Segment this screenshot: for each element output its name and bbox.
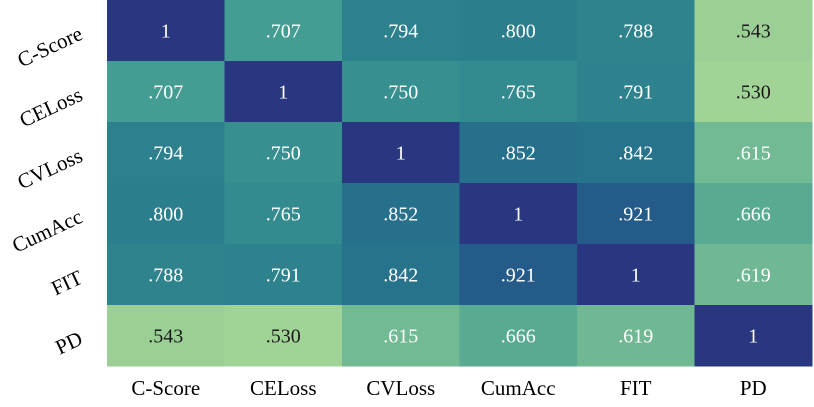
cell-value-label: .666 xyxy=(736,204,771,226)
heatmap-cell-FIT-CVLoss xyxy=(342,244,460,306)
y-tick-label: CumAcc xyxy=(8,204,86,257)
heatmap-cell-FIT-FIT xyxy=(577,244,695,306)
cell-value-label: .921 xyxy=(618,204,653,226)
cell-value-label: .707 xyxy=(266,21,301,43)
heatmap-cell-labels: 1 .707 .794 .800 .788 .543 .707 1 .750 .765 .791 .5… xyxy=(148,21,771,348)
heatmap-cell-CVLoss-PD xyxy=(694,122,813,184)
heatmap-cell-PD-CumAcc xyxy=(459,305,578,367)
heatmap-cells xyxy=(107,0,813,367)
cell-value-label: .530 xyxy=(266,326,301,348)
heatmap-cell-CVLoss-CVLoss xyxy=(342,122,460,184)
cell-value-label: .765 xyxy=(266,204,301,226)
heatmap-cell-PD-CVLoss xyxy=(342,305,460,367)
cell-value-label: .794 xyxy=(148,143,183,165)
heatmap-cell-FIT-C-Score xyxy=(107,244,225,306)
cell-value-label: .707 xyxy=(148,82,183,104)
cell-value-label: .543 xyxy=(148,326,183,348)
x-tick-label: FIT xyxy=(620,376,652,400)
heatmap-cell-CumAcc-CVLoss xyxy=(342,183,460,245)
cell-value-label: 1 xyxy=(513,204,523,226)
cell-value-label: 1 xyxy=(748,326,758,348)
y-tick-label: PD xyxy=(52,326,86,359)
cell-value-label: .800 xyxy=(148,204,183,226)
cell-value-label: .750 xyxy=(266,143,301,165)
x-tick-label: CumAcc xyxy=(481,376,556,400)
cell-value-label: .921 xyxy=(501,265,536,287)
cell-value-label: .765 xyxy=(501,82,536,104)
cell-value-label: .543 xyxy=(736,21,771,43)
heatmap-cell-CELoss-CVLoss xyxy=(342,61,460,123)
heatmap-cell-C-Score-FIT xyxy=(577,0,695,62)
cell-value-label: .842 xyxy=(618,143,653,165)
heatmap-cell-C-Score-C-Score xyxy=(107,0,225,62)
cell-value-label: 1 xyxy=(161,21,171,43)
cell-value-label: .666 xyxy=(501,326,536,348)
cell-value-label: .788 xyxy=(148,265,183,287)
cell-value-label: 1 xyxy=(631,265,641,287)
y-tick-label: CVLoss xyxy=(14,143,87,194)
cell-value-label: .750 xyxy=(383,82,418,104)
y-axis-tick-labels: C-Score CELoss CVLoss CumAcc FIT PD xyxy=(8,21,86,359)
heatmap-cell-CumAcc-C-Score xyxy=(107,183,225,245)
heatmap-cell-C-Score-CVLoss xyxy=(342,0,460,62)
heatmap-cell-PD-CELoss xyxy=(224,305,343,367)
heatmap-cell-CELoss-FIT xyxy=(577,61,695,123)
heatmap-cell-PD-PD xyxy=(694,305,813,367)
y-tick-label: CELoss xyxy=(16,82,86,132)
heatmap-cell-PD-FIT xyxy=(577,305,695,367)
heatmap-cell-CVLoss-FIT xyxy=(577,122,695,184)
heatmap-cell-PD-C-Score xyxy=(107,305,225,367)
cell-value-label: .852 xyxy=(383,204,418,226)
cell-value-label: .791 xyxy=(266,265,301,287)
heatmap-cell-CVLoss-CELoss xyxy=(224,122,343,184)
heatmap-cell-CELoss-CumAcc xyxy=(459,61,578,123)
heatmap-cell-CumAcc-CELoss xyxy=(224,183,343,245)
cell-value-label: .794 xyxy=(383,21,418,43)
cell-value-label: .800 xyxy=(501,21,536,43)
heatmap-cell-C-Score-CumAcc xyxy=(459,0,578,62)
cell-value-label: .788 xyxy=(618,21,653,43)
cell-value-label: .615 xyxy=(383,326,418,348)
cell-value-label: .852 xyxy=(501,143,536,165)
heatmap-cell-CELoss-CELoss xyxy=(224,61,343,123)
cell-value-label: 1 xyxy=(396,143,406,165)
x-tick-label: CELoss xyxy=(250,376,317,400)
cell-value-label: .842 xyxy=(383,265,418,287)
cell-value-label: .791 xyxy=(618,82,653,104)
y-tick-label: C-Score xyxy=(14,21,87,72)
heatmap-cell-C-Score-PD xyxy=(694,0,813,62)
y-tick-label: FIT xyxy=(47,265,86,300)
heatmap-cell-C-Score-CELoss xyxy=(224,0,343,62)
heatmap-cell-FIT-CumAcc xyxy=(459,244,578,306)
heatmap-cell-CumAcc-FIT xyxy=(577,183,695,245)
cell-value-label: .619 xyxy=(736,265,771,287)
heatmap-cell-CVLoss-CumAcc xyxy=(459,122,578,184)
x-tick-label: CVLoss xyxy=(366,376,435,400)
cell-value-label: .619 xyxy=(618,326,653,348)
heatmap-cell-FIT-CELoss xyxy=(224,244,343,306)
x-tick-label: PD xyxy=(740,376,767,400)
heatmap-cell-FIT-PD xyxy=(694,244,813,306)
heatmap-cell-CELoss-C-Score xyxy=(107,61,225,123)
cell-value-label: .615 xyxy=(736,143,771,165)
x-axis-tick-labels: C-Score CELoss CVLoss CumAcc FIT PD xyxy=(131,376,766,400)
heatmap-cell-CumAcc-CumAcc xyxy=(459,183,578,245)
heatmap-cell-CELoss-PD xyxy=(694,61,813,123)
heatmap-cell-CumAcc-PD xyxy=(694,183,813,245)
cell-value-label: .530 xyxy=(736,82,771,104)
cell-value-label: 1 xyxy=(278,82,288,104)
x-tick-label: C-Score xyxy=(131,376,200,400)
heatmap-cell-CVLoss-C-Score xyxy=(107,122,225,184)
